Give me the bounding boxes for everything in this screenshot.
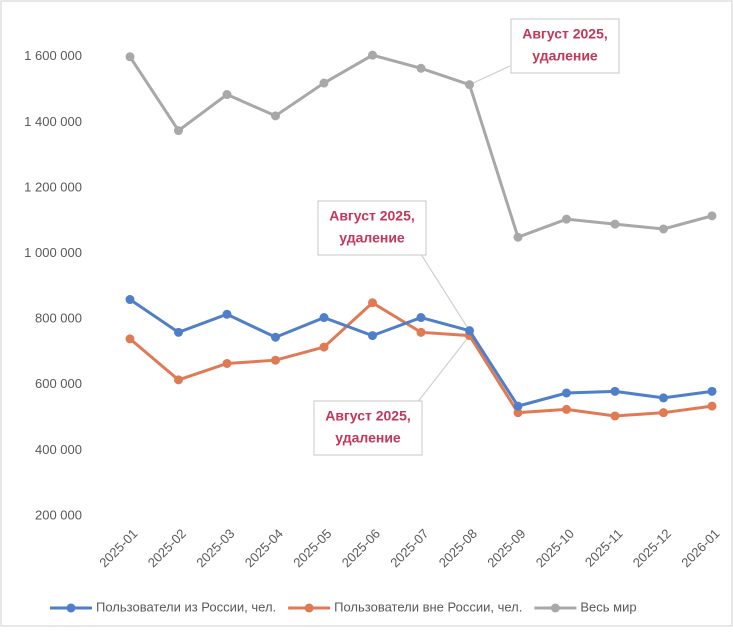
point (319, 313, 329, 323)
leader-line (469, 65, 511, 86)
leader-line (416, 247, 471, 332)
leader-line (412, 335, 470, 409)
point (174, 375, 183, 385)
point (465, 326, 474, 336)
point (610, 386, 620, 396)
point (707, 386, 717, 396)
legend-label: Пользователи из России, чел. (96, 599, 276, 614)
point (513, 401, 523, 411)
annotation-box (317, 200, 427, 256)
point (659, 408, 668, 418)
point (707, 211, 717, 221)
point (562, 214, 571, 224)
point (416, 313, 426, 323)
point (271, 355, 280, 365)
point (368, 50, 377, 60)
legend-label: Весь мир (580, 599, 636, 614)
point (271, 332, 280, 342)
annotation-box (313, 400, 423, 456)
point (513, 232, 523, 242)
point (368, 331, 377, 341)
annotation-text: удаление (339, 230, 405, 246)
y-tick-label: 1 600 000 (24, 48, 82, 63)
point (416, 63, 426, 73)
y-tick-label: 600 000 (35, 376, 82, 391)
point (416, 327, 426, 337)
annotation-box (510, 18, 620, 74)
point (271, 111, 280, 121)
annotation-text: Август 2025, (522, 26, 608, 42)
point (125, 295, 135, 305)
y-tick-label: 800 000 (35, 311, 82, 326)
y-tick-label: 1 000 000 (24, 245, 82, 260)
point (125, 52, 135, 62)
point (707, 401, 717, 411)
point (659, 393, 668, 403)
point (174, 327, 183, 337)
y-tick-label: 400 000 (35, 442, 82, 457)
annotation-text: удаление (532, 48, 598, 64)
point (610, 219, 620, 229)
annotation-text: Август 2025, (329, 208, 415, 224)
point (368, 298, 377, 308)
annotation-text: Август 2025, (325, 408, 411, 424)
y-tick-label: 1 400 000 (24, 114, 82, 129)
point (222, 90, 232, 100)
legend-marker (550, 603, 560, 613)
point (562, 388, 571, 398)
point (610, 411, 620, 421)
point (562, 404, 571, 414)
legend-marker (66, 603, 76, 613)
point (319, 342, 329, 352)
point (222, 358, 232, 368)
y-tick-label: 1 200 000 (24, 179, 82, 194)
point (659, 224, 668, 234)
point (319, 78, 329, 88)
y-tick-label: 200 000 (35, 507, 82, 522)
point (222, 309, 232, 319)
point (174, 126, 183, 136)
point (125, 334, 135, 344)
point (513, 408, 523, 418)
legend-label: Пользователи вне России, чел. (334, 599, 522, 614)
legend-marker (304, 603, 314, 613)
annotation-text: удаление (335, 430, 401, 446)
point (465, 80, 474, 90)
